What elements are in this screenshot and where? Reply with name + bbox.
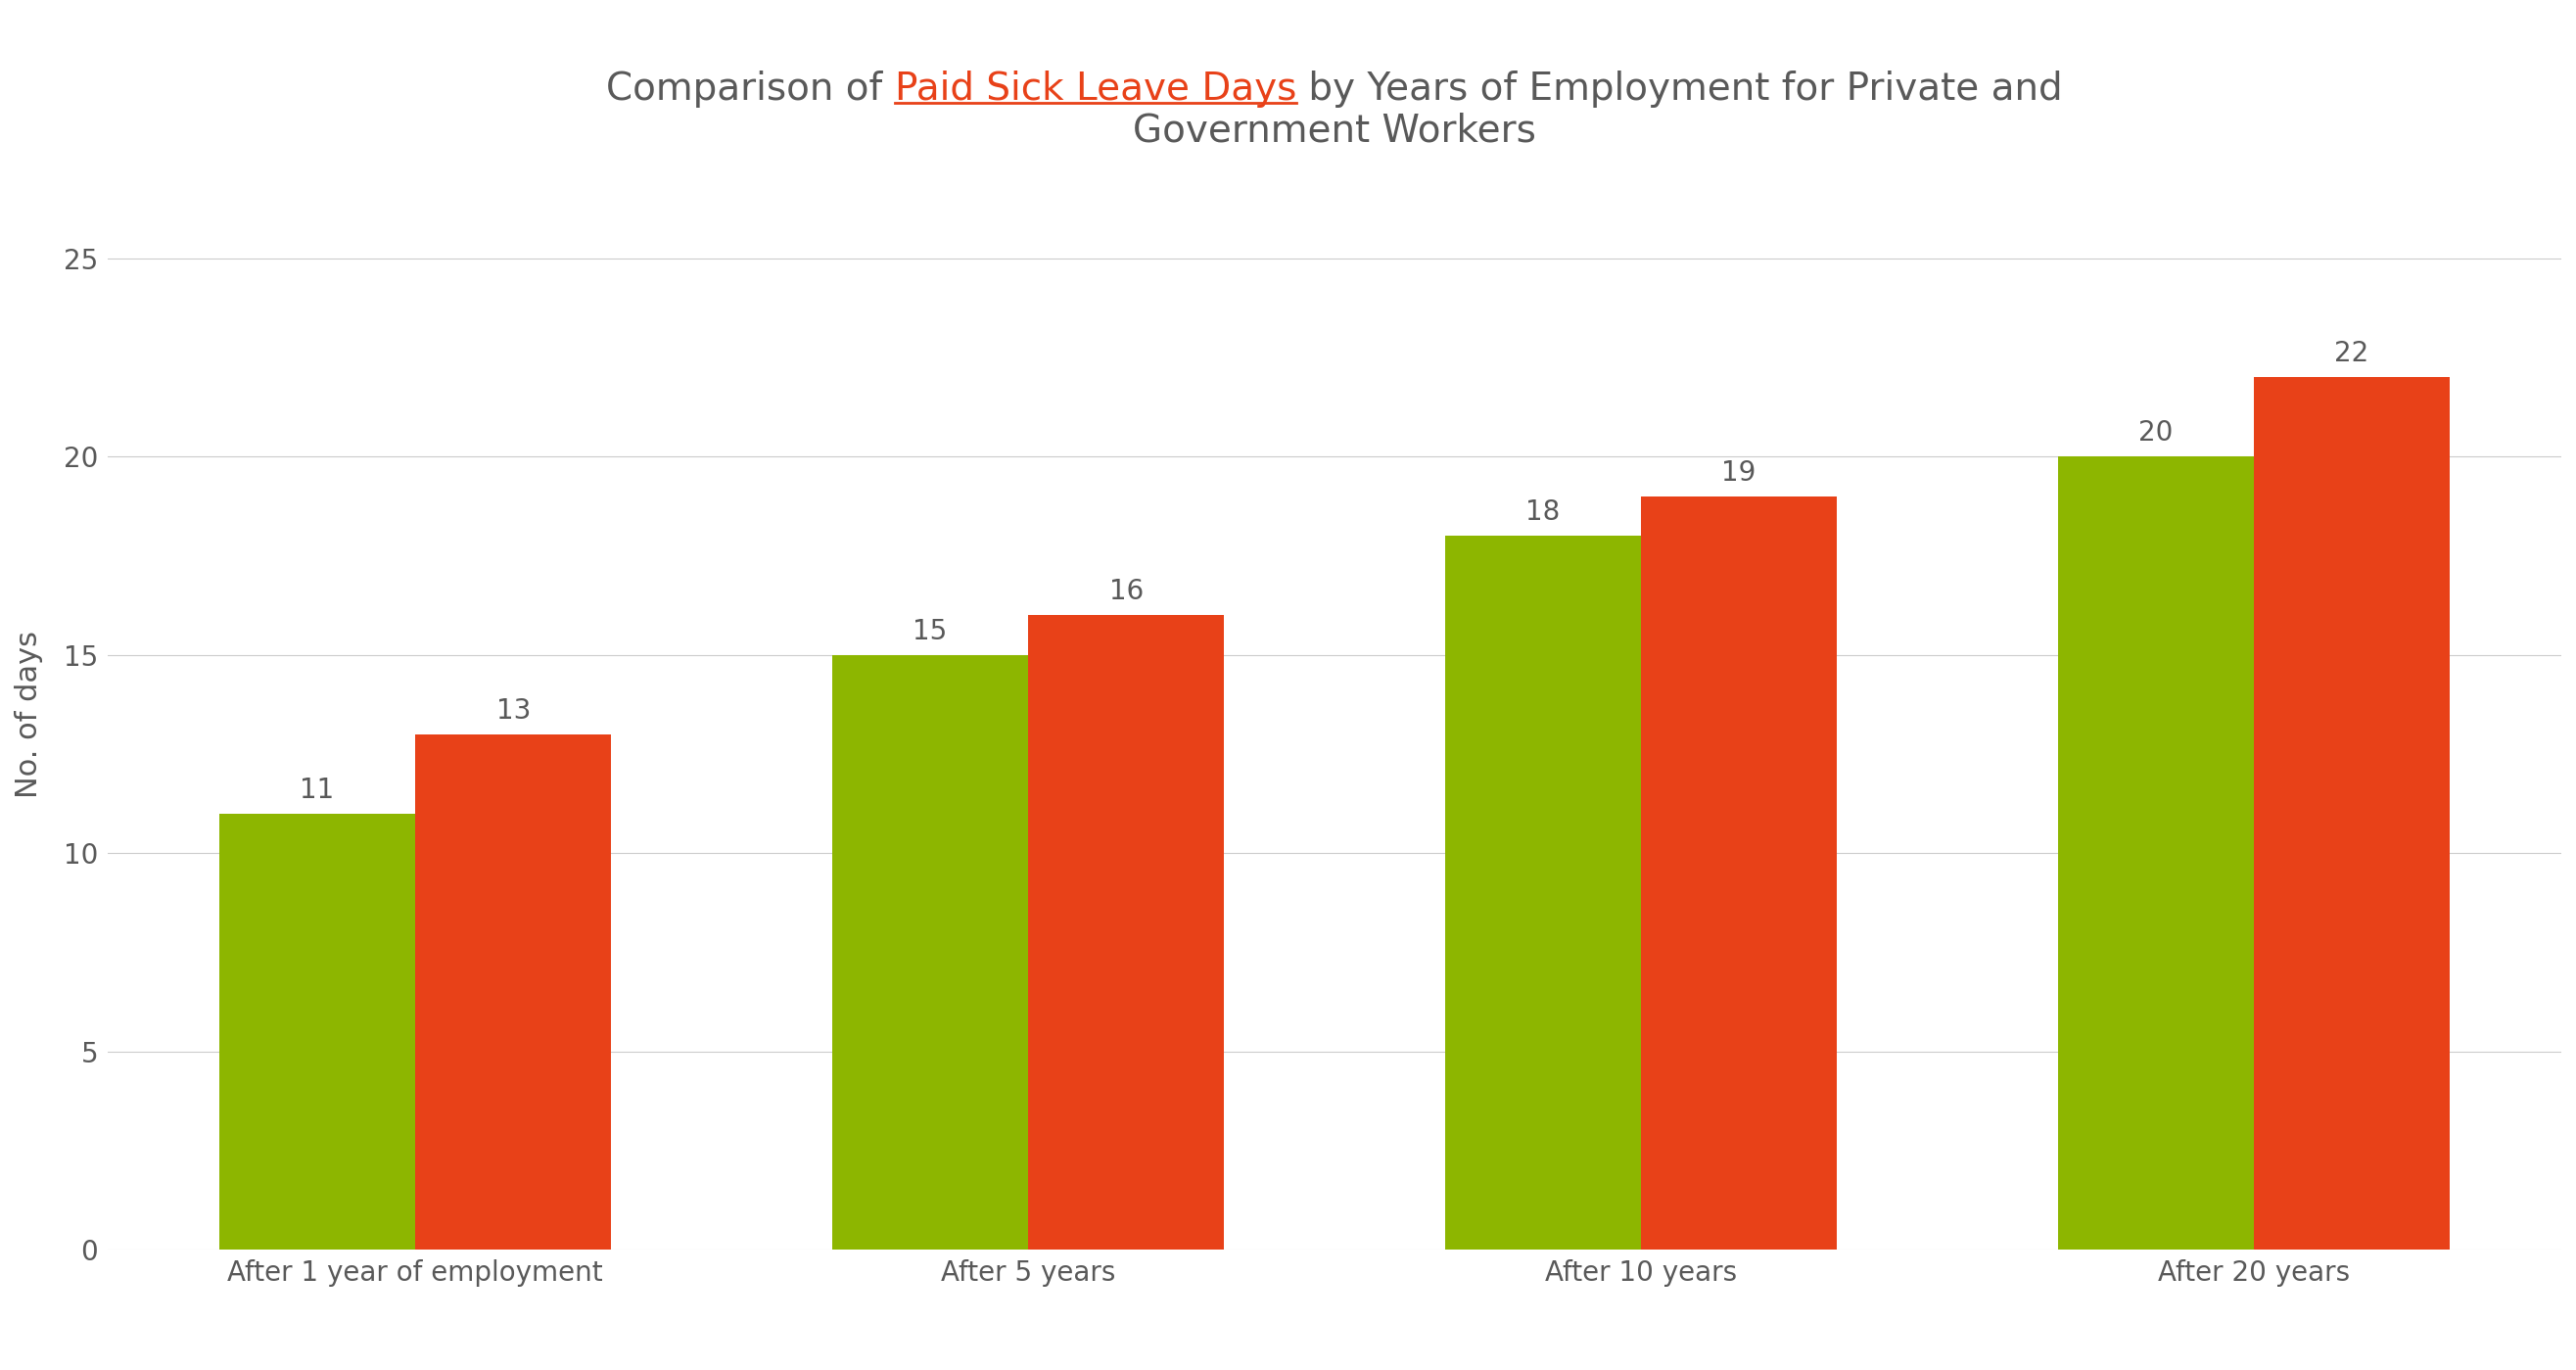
Text: 16: 16 (1108, 578, 1144, 606)
Legend: Private Industry Workers, State and Local Government Workers: Private Industry Workers, State and Loca… (814, 1366, 1855, 1370)
Text: by Years of Employment for Private and: by Years of Employment for Private and (1296, 70, 2063, 107)
Text: 18: 18 (1525, 499, 1561, 526)
Text: 22: 22 (2334, 340, 2370, 367)
Bar (1641, 496, 1837, 1249)
Text: 13: 13 (497, 697, 531, 725)
Text: Comparison of: Comparison of (605, 70, 894, 107)
Text: 15: 15 (912, 618, 948, 645)
Text: 20: 20 (2138, 419, 2174, 447)
Bar (2254, 377, 2450, 1249)
Text: Paid Sick Leave Days: Paid Sick Leave Days (894, 70, 1296, 107)
Bar (1028, 615, 1224, 1249)
Y-axis label: No. of days: No. of days (15, 630, 44, 799)
Text: 11: 11 (299, 777, 335, 804)
Text: Government Workers: Government Workers (1133, 112, 1535, 149)
Bar (415, 734, 611, 1249)
Bar (1445, 536, 1641, 1249)
Bar (2058, 456, 2254, 1249)
Text: 19: 19 (1721, 459, 1757, 486)
Bar (219, 814, 415, 1249)
Bar (832, 655, 1028, 1249)
